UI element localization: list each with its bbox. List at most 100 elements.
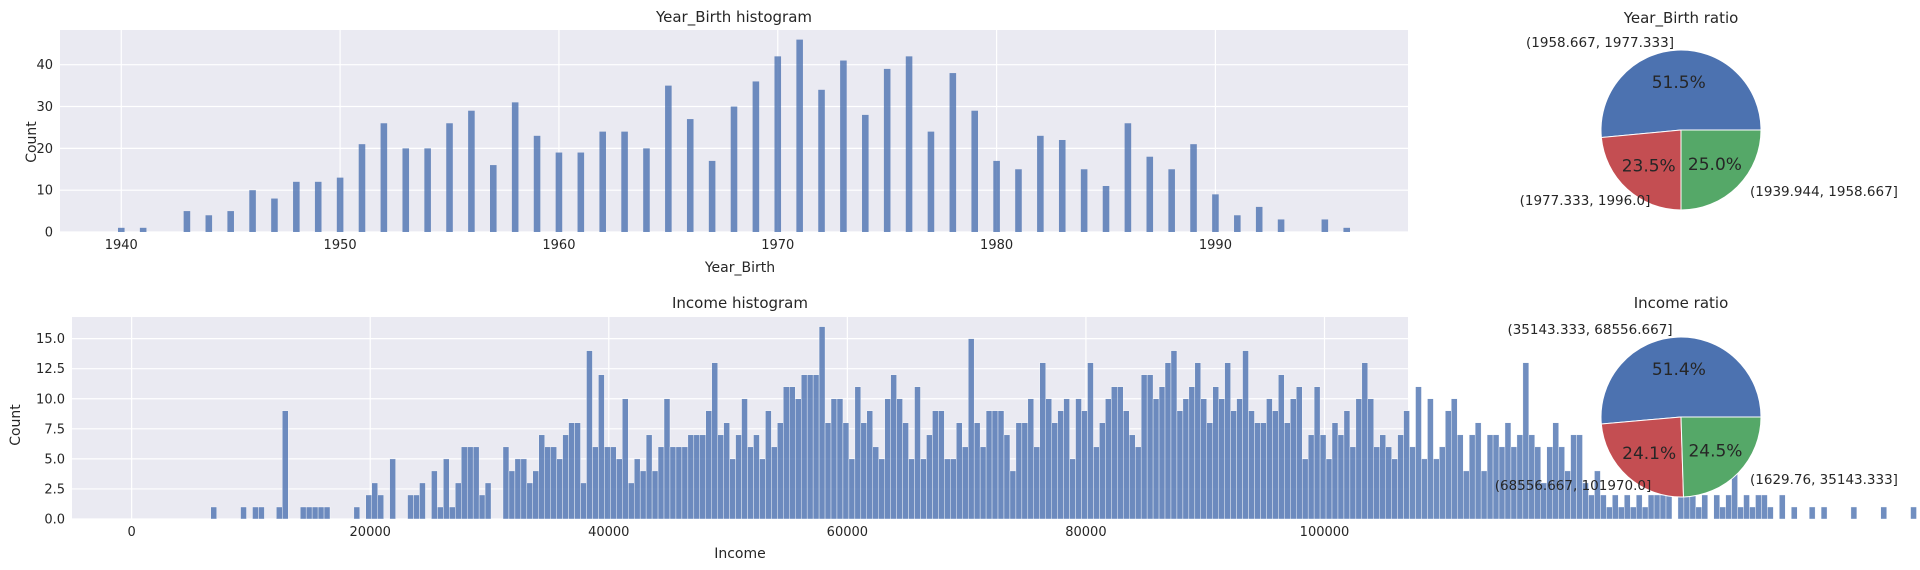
year-birth-bar xyxy=(293,181,300,232)
income-bar xyxy=(1319,434,1327,520)
income-bar xyxy=(526,482,534,520)
year-birth-bar xyxy=(840,60,847,232)
income-bar xyxy=(1808,506,1816,520)
year-birth-bar xyxy=(446,123,453,232)
year-birth-bar xyxy=(249,190,256,232)
income-bar xyxy=(872,446,879,520)
year-birth-bar xyxy=(227,211,234,232)
income-bar xyxy=(800,374,808,520)
income-bar xyxy=(1009,470,1017,520)
year-birth-bar xyxy=(862,114,869,232)
income-bar xyxy=(1212,386,1219,520)
income-bar xyxy=(1415,386,1422,520)
income-bar xyxy=(472,446,480,520)
year-birth-bar xyxy=(752,81,760,232)
year-birth-x-tick-label: 1950 xyxy=(324,238,357,253)
income-bar xyxy=(1248,410,1255,520)
income-bar xyxy=(914,386,921,520)
income-bar xyxy=(753,434,760,520)
income-bar xyxy=(466,446,474,520)
income-bars xyxy=(210,326,1917,520)
income-bar xyxy=(1689,494,1697,520)
year-birth-bar xyxy=(424,148,431,232)
income-bar xyxy=(1600,494,1607,520)
year-birth-bar xyxy=(971,110,978,232)
income-pie-percent-label: 24.1% xyxy=(1622,444,1676,464)
income-bar xyxy=(1242,350,1249,520)
year-birth-bar xyxy=(402,148,410,232)
income-pie-slice xyxy=(1680,416,1762,498)
income-bar xyxy=(806,374,814,520)
income-bar xyxy=(669,446,677,520)
income-bar xyxy=(1677,494,1685,520)
year-birth-histogram: 1940 1950 1960 1970 1980 1990 0 10 20 30 40 Year_… xyxy=(24,8,1408,276)
income-bar xyxy=(449,506,456,520)
income-bar xyxy=(657,446,665,520)
income-bar xyxy=(1134,446,1142,520)
income-bar xyxy=(282,410,289,520)
income-bar xyxy=(860,422,868,520)
income-bar xyxy=(979,446,987,520)
income-y-tick-labels: 0.0 2.5 5.0 7.5 10.0 12.5 15.0 xyxy=(36,332,65,527)
income-bar xyxy=(1152,398,1160,520)
income-bar xyxy=(1140,374,1148,520)
income-x-tick-label: 80000 xyxy=(1065,525,1106,540)
income-bar xyxy=(1480,470,1488,520)
income-bar xyxy=(747,446,754,520)
income-bar xyxy=(1588,494,1595,520)
income-bar xyxy=(1725,494,1732,520)
income-bar xyxy=(1093,446,1100,520)
income-bar xyxy=(514,458,522,520)
income-bar xyxy=(1367,398,1374,520)
year-birth-histogram-title: Year_Birth histogram xyxy=(655,8,812,27)
year-birth-bar xyxy=(1212,194,1219,232)
income-bar xyxy=(1230,410,1237,520)
income-bar xyxy=(1743,494,1750,520)
income-bar xyxy=(377,494,384,520)
year-birth-bar xyxy=(708,160,716,232)
income-bar xyxy=(908,458,915,520)
year-birth-y-tick-label: 40 xyxy=(36,58,53,73)
income-bar xyxy=(1343,410,1351,520)
income-bar xyxy=(1552,422,1559,520)
income-x-tick-label: 40000 xyxy=(588,525,629,540)
income-bar xyxy=(1182,398,1190,520)
income-bar xyxy=(675,446,683,520)
income-x-tick-label: 60000 xyxy=(827,525,868,540)
income-bar xyxy=(562,434,569,520)
year-birth-bar xyxy=(533,135,541,232)
income-bar xyxy=(1146,374,1154,520)
income-pie-labels: 51.4% (35143.333, 68556.667] 24.1% (1629.76… xyxy=(1495,322,1898,494)
income-bar xyxy=(1075,398,1082,520)
year-birth-bar xyxy=(205,215,213,232)
income-bar xyxy=(538,434,545,520)
income-bar xyxy=(365,494,372,520)
year-birth-bar xyxy=(380,123,388,232)
income-bar xyxy=(502,446,510,520)
income-bar xyxy=(795,398,802,520)
income-bar xyxy=(484,482,492,520)
income-bar xyxy=(1337,434,1345,520)
income-bar xyxy=(431,470,438,520)
income-bar xyxy=(1003,434,1011,520)
year-birth-bar xyxy=(1255,206,1263,232)
income-bar xyxy=(1451,398,1458,520)
year-birth-bar xyxy=(665,85,672,232)
income-bar xyxy=(1516,434,1524,520)
income-bar xyxy=(1385,446,1392,520)
income-bar xyxy=(842,422,850,520)
year-birth-bar xyxy=(905,56,913,232)
income-bar xyxy=(1659,494,1667,520)
income-bar xyxy=(592,446,599,520)
income-bar xyxy=(1641,506,1649,520)
income-bar xyxy=(651,470,659,520)
year-birth-pie-title: Year_Birth ratio xyxy=(1623,9,1739,28)
income-bar xyxy=(1457,434,1464,520)
income-bar xyxy=(1194,362,1202,520)
income-histogram-title: Income histogram xyxy=(672,294,808,312)
income-bar xyxy=(723,422,730,520)
income-x-tick-labels: 0 20000 40000 60000 80000 100000 xyxy=(128,525,1350,540)
income-bar xyxy=(1027,398,1035,520)
income-pie-category-label: (35143.333, 68556.667] xyxy=(1507,322,1672,338)
year-birth-bar xyxy=(1015,169,1022,232)
